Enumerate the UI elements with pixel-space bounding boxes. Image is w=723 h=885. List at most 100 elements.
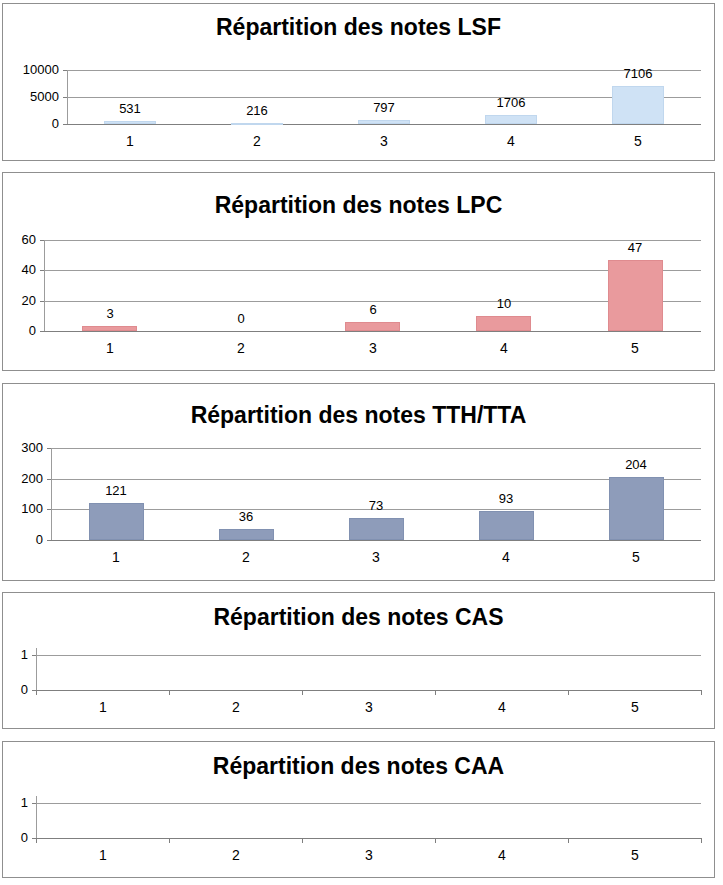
chart-panel-caa: Répartition des notes CAA 0 1 1 2 3 4 5 [2, 741, 715, 878]
data-label-lsf-2: 216 [217, 103, 297, 119]
category-label-cas-5: 5 [595, 698, 675, 716]
x-tick-mark [435, 838, 436, 843]
x-axis-line [51, 540, 701, 541]
x-tick-mark [302, 838, 303, 843]
data-label-tth-tta-1: 121 [76, 483, 156, 499]
x-tick-mark [36, 838, 37, 843]
bar-lpc-4 [476, 316, 531, 331]
category-label-tth-tta-3: 3 [336, 548, 416, 566]
y-tick-label: 100 [0, 501, 43, 517]
category-label-caa-5: 5 [595, 846, 675, 864]
y-tick-label: 0 [0, 323, 36, 339]
x-axis-line [44, 331, 701, 332]
x-tick-mark [169, 838, 170, 843]
gridline-200 [51, 479, 701, 480]
category-label-caa-1: 1 [63, 846, 143, 864]
x-axis-line [67, 124, 701, 125]
data-label-lsf-1: 531 [90, 101, 170, 117]
x-tick-mark [36, 690, 37, 695]
category-label-cas-3: 3 [329, 698, 409, 716]
data-label-lsf-3: 797 [344, 100, 424, 116]
category-label-tth-tta-5: 5 [596, 548, 676, 566]
category-label-lsf-4: 4 [471, 132, 551, 150]
category-label-tth-tta-1: 1 [76, 548, 156, 566]
chart-panel-lpc: Répartition des notes LPC020406030610471… [2, 172, 715, 371]
data-label-lsf-5: 7106 [598, 66, 678, 82]
y-tick-label: 0 [0, 682, 28, 698]
y-tick-mark [63, 124, 67, 125]
chart-title-caa: Répartition des notes CAA [3, 751, 714, 781]
data-label-tth-tta-5: 204 [596, 457, 676, 473]
y-axis-line [51, 448, 52, 540]
bar-lpc-3 [345, 322, 400, 331]
x-axis-line [36, 838, 701, 839]
x-tick-mark [435, 690, 436, 695]
data-label-tth-tta-4: 93 [466, 491, 546, 507]
data-label-lpc-2: 0 [201, 311, 281, 327]
y-axis-line [44, 240, 45, 331]
data-label-lpc-1: 3 [70, 306, 150, 322]
data-label-lpc-3: 6 [333, 302, 413, 318]
bar-lsf-3 [358, 120, 410, 124]
category-label-cas-4: 4 [462, 698, 542, 716]
y-axis-line [36, 796, 37, 838]
y-tick-label: 1 [0, 795, 28, 811]
category-label-tth-tta-2: 2 [206, 548, 286, 566]
y-axis-line [67, 70, 68, 124]
data-label-lpc-4: 10 [464, 296, 544, 312]
category-label-lpc-4: 4 [464, 339, 544, 357]
gridline-300 [51, 448, 701, 449]
y-tick-label: 40 [0, 262, 36, 278]
category-label-caa-4: 4 [462, 846, 542, 864]
category-label-cas-2: 2 [196, 698, 276, 716]
gridline-1 [36, 655, 701, 656]
bar-tth-tta-1 [89, 503, 144, 540]
category-label-caa-2: 2 [196, 846, 276, 864]
chart-title-tth-tta: Répartition des notes TTH/TTA [3, 400, 714, 430]
x-tick-mark [568, 838, 569, 843]
chart-title-cas: Répartition des notes CAS [3, 602, 714, 632]
y-tick-label: 10000 [7, 62, 59, 78]
category-label-lpc-3: 3 [333, 339, 413, 357]
bar-tth-tta-4 [479, 511, 534, 540]
category-label-lsf-2: 2 [217, 132, 297, 150]
data-label-lpc-5: 47 [595, 240, 675, 256]
data-label-tth-tta-3: 73 [336, 498, 416, 514]
chart-panel-cas: Répartition des notes CAS0112345 [2, 592, 715, 729]
x-tick-mark [302, 690, 303, 695]
category-label-lsf-5: 5 [598, 132, 678, 150]
bar-lsf-2 [231, 123, 283, 125]
y-axis-line [36, 648, 37, 690]
bar-lsf-1 [104, 121, 156, 124]
charts-root: Répartition des notes LSF050001000053121… [0, 0, 723, 885]
x-tick-mark [169, 690, 170, 695]
gridline-1 [36, 803, 701, 804]
y-tick-mark [40, 331, 44, 332]
y-tick-label: 1 [0, 647, 28, 663]
category-label-tth-tta-4: 4 [466, 548, 546, 566]
bar-tth-tta-2 [219, 529, 274, 540]
bar-lsf-4 [485, 115, 537, 124]
gridline-5000 [67, 97, 701, 98]
category-label-lsf-3: 3 [344, 132, 424, 150]
x-axis-line [36, 690, 701, 691]
y-tick-label: 0 [0, 830, 28, 846]
x-tick-mark [701, 690, 702, 695]
x-tick-mark [568, 690, 569, 695]
category-label-lpc-5: 5 [595, 339, 675, 357]
chart-panel-lsf: Répartition des notes LSF050001000053121… [2, 3, 715, 161]
bar-lpc-5 [608, 260, 663, 331]
y-tick-label: 20 [0, 293, 36, 309]
category-label-caa-3: 3 [329, 846, 409, 864]
category-label-lsf-1: 1 [90, 132, 170, 150]
bar-lpc-1 [82, 326, 137, 331]
category-label-lpc-1: 1 [70, 339, 150, 357]
y-tick-label: 0 [7, 116, 59, 132]
y-tick-label: 300 [0, 440, 43, 456]
chart-panel-tth-tta: Répartition des notes TTH/TTA01002003001… [2, 383, 715, 581]
x-tick-mark [701, 838, 702, 843]
bar-lsf-5 [612, 86, 664, 124]
data-label-lsf-4: 1706 [471, 95, 551, 111]
y-tick-label: 200 [0, 471, 43, 487]
data-label-tth-tta-2: 36 [206, 509, 286, 525]
